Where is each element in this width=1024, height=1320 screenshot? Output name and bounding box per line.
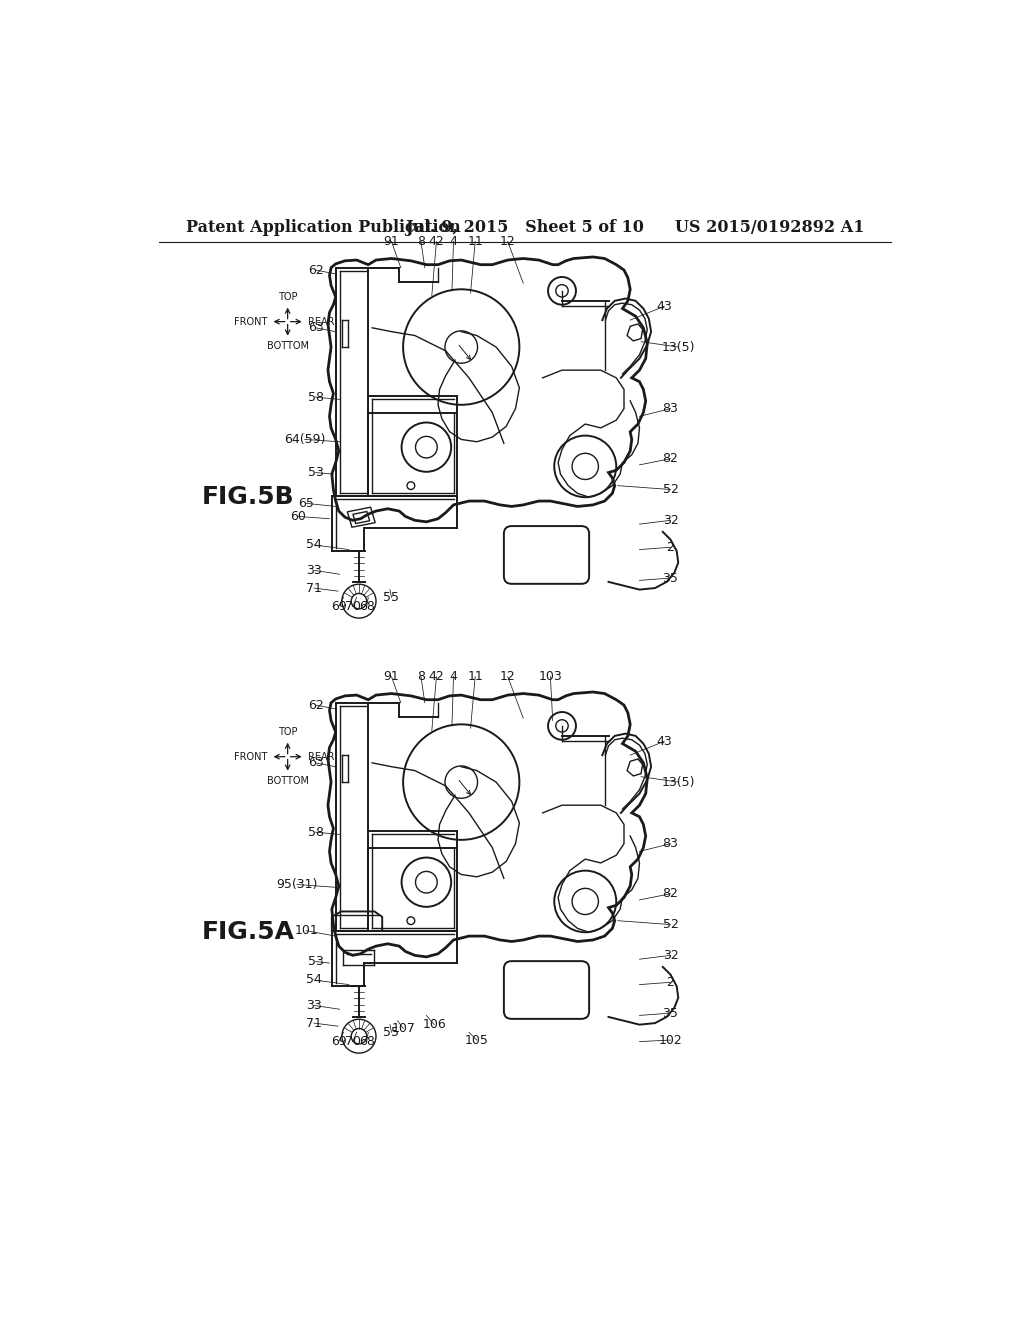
Text: 54: 54 [306, 539, 322, 552]
Text: 2: 2 [667, 541, 675, 554]
Text: 69: 69 [331, 1035, 347, 1048]
Text: 83: 83 [663, 403, 679, 416]
Text: 11: 11 [467, 235, 483, 248]
Text: 95(31): 95(31) [276, 878, 317, 891]
Text: 35: 35 [663, 1007, 679, 1019]
Text: 91: 91 [384, 671, 399, 684]
Text: REAR: REAR [308, 317, 334, 326]
Text: 32: 32 [663, 513, 678, 527]
Text: Patent Application Publication: Patent Application Publication [186, 219, 461, 236]
Text: 43: 43 [656, 300, 672, 313]
Text: 58: 58 [307, 391, 324, 404]
Text: 65: 65 [298, 496, 314, 510]
Text: 12: 12 [500, 671, 516, 684]
Text: 33: 33 [306, 999, 322, 1012]
Text: 70: 70 [345, 601, 360, 612]
Text: REAR: REAR [308, 751, 334, 762]
Text: TOP: TOP [278, 293, 297, 302]
Text: 13(5): 13(5) [662, 776, 695, 788]
Text: 68: 68 [358, 601, 375, 612]
Text: 55: 55 [384, 1026, 399, 1039]
Text: FRONT: FRONT [234, 751, 267, 762]
Text: Jul. 9, 2015   Sheet 5 of 10: Jul. 9, 2015 Sheet 5 of 10 [406, 219, 644, 236]
Text: 42: 42 [429, 671, 444, 684]
Text: 105: 105 [465, 1034, 488, 1047]
Text: 64(59): 64(59) [284, 433, 326, 446]
Text: 35: 35 [663, 572, 679, 585]
Text: 70: 70 [345, 1035, 360, 1048]
Text: 32: 32 [663, 949, 678, 962]
Text: 43: 43 [656, 735, 672, 748]
Text: 54: 54 [306, 973, 322, 986]
Text: 62: 62 [307, 264, 324, 277]
Text: 53: 53 [307, 466, 324, 479]
Text: 33: 33 [306, 564, 322, 577]
Text: 8: 8 [417, 235, 425, 248]
Text: 103: 103 [539, 671, 562, 684]
Text: FIG.5A: FIG.5A [202, 920, 295, 944]
Text: 4: 4 [450, 235, 458, 248]
Text: 83: 83 [663, 837, 679, 850]
Text: 63: 63 [307, 321, 324, 334]
Text: 2: 2 [667, 975, 675, 989]
Text: 8: 8 [417, 671, 425, 684]
Text: 71: 71 [306, 582, 322, 594]
Text: 4: 4 [450, 671, 458, 684]
Text: 52: 52 [663, 483, 679, 496]
Text: 13(5): 13(5) [662, 341, 695, 354]
Text: BOTTOM: BOTTOM [266, 341, 308, 351]
Text: 69: 69 [331, 601, 347, 612]
Text: 12: 12 [500, 235, 516, 248]
Text: 11: 11 [467, 671, 483, 684]
Text: 101: 101 [294, 924, 318, 937]
Text: 55: 55 [384, 591, 399, 603]
Text: 68: 68 [358, 1035, 375, 1048]
Text: 82: 82 [663, 887, 679, 900]
Text: 62: 62 [307, 698, 324, 711]
Text: 63: 63 [307, 756, 324, 770]
Text: 71: 71 [306, 1016, 322, 1030]
Text: 91: 91 [384, 235, 399, 248]
Text: 60: 60 [291, 510, 306, 523]
Text: 52: 52 [663, 917, 679, 931]
Text: 102: 102 [658, 1034, 682, 1047]
Text: 42: 42 [429, 235, 444, 248]
Text: 82: 82 [663, 453, 679, 465]
Text: BOTTOM: BOTTOM [266, 776, 308, 785]
Text: 107: 107 [391, 1022, 415, 1035]
Text: TOP: TOP [278, 727, 297, 738]
Text: 53: 53 [307, 954, 324, 968]
Text: 106: 106 [422, 1018, 446, 1031]
Text: US 2015/0192892 A1: US 2015/0192892 A1 [675, 219, 864, 236]
Text: 58: 58 [307, 825, 324, 838]
Text: FRONT: FRONT [234, 317, 267, 326]
Text: FIG.5B: FIG.5B [202, 486, 295, 510]
